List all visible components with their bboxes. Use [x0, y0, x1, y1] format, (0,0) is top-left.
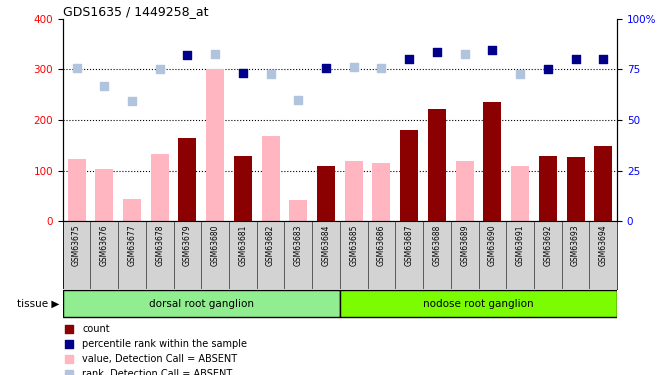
Bar [483, 102, 502, 221]
Text: GSM63678: GSM63678 [155, 225, 164, 266]
Point [321, 65, 331, 71]
Point [127, 98, 137, 104]
Text: GSM63693: GSM63693 [571, 225, 580, 266]
Point [543, 66, 553, 72]
Bar [95, 169, 114, 221]
Text: GSM63677: GSM63677 [127, 225, 137, 266]
Bar [206, 69, 224, 221]
Text: GSM63686: GSM63686 [377, 225, 386, 266]
Text: GSM63689: GSM63689 [460, 225, 469, 266]
Bar [178, 138, 197, 221]
Point [395, 334, 406, 340]
Text: value, Detection Call = ABSENT: value, Detection Call = ABSENT [82, 354, 237, 364]
Text: GSM63685: GSM63685 [349, 225, 358, 266]
Text: percentile rank within the sample: percentile rank within the sample [82, 339, 247, 349]
Bar [566, 158, 585, 221]
Bar [261, 136, 280, 221]
Text: GDS1635 / 1449258_at: GDS1635 / 1449258_at [63, 4, 208, 18]
Point [487, 47, 498, 53]
Bar [372, 162, 391, 221]
Point [515, 71, 525, 78]
Point [376, 65, 387, 71]
Text: GSM63690: GSM63690 [488, 225, 497, 266]
Text: GSM63691: GSM63691 [515, 225, 525, 266]
Point [459, 51, 470, 57]
Text: GSM63681: GSM63681 [238, 225, 248, 266]
Bar [67, 159, 86, 221]
Point [598, 56, 609, 62]
Bar [400, 130, 418, 221]
Text: dorsal root ganglion: dorsal root ganglion [148, 299, 254, 309]
Point [154, 66, 165, 72]
Text: rank, Detection Call = ABSENT: rank, Detection Call = ABSENT [82, 369, 232, 375]
Text: GSM63679: GSM63679 [183, 225, 192, 266]
Text: GSM63675: GSM63675 [72, 225, 81, 266]
Text: GSM63680: GSM63680 [211, 225, 220, 266]
Bar [234, 156, 252, 221]
Text: tissue ▶: tissue ▶ [17, 299, 59, 309]
Point [99, 82, 110, 88]
Bar [345, 160, 363, 221]
Bar [455, 160, 474, 221]
Bar [594, 146, 612, 221]
Point [71, 65, 82, 71]
Point [404, 56, 414, 62]
Text: GSM63687: GSM63687 [405, 225, 414, 266]
Point [265, 71, 276, 78]
Text: GSM63683: GSM63683 [294, 225, 303, 266]
Point [570, 56, 581, 62]
Point [395, 63, 406, 69]
Point [293, 97, 304, 103]
Text: GSM63688: GSM63688 [432, 225, 442, 266]
Point [395, 201, 406, 207]
Point [348, 64, 359, 70]
Bar [340, 290, 617, 317]
Bar [317, 166, 335, 221]
Point [182, 52, 193, 58]
Bar [150, 154, 169, 221]
Text: count: count [82, 324, 110, 334]
Point [210, 51, 220, 57]
Bar [289, 200, 308, 221]
Text: nodose root ganglion: nodose root ganglion [423, 299, 534, 309]
Bar [428, 109, 446, 221]
Bar [63, 290, 340, 317]
Text: GSM63682: GSM63682 [266, 225, 275, 266]
Text: GSM63676: GSM63676 [100, 225, 109, 266]
Bar [123, 200, 141, 221]
Bar [511, 166, 529, 221]
Point [432, 49, 442, 55]
Text: GSM63692: GSM63692 [543, 225, 552, 266]
Text: GSM63684: GSM63684 [321, 225, 331, 266]
Bar [539, 156, 557, 221]
Point [238, 70, 248, 76]
Text: GSM63694: GSM63694 [599, 225, 608, 266]
